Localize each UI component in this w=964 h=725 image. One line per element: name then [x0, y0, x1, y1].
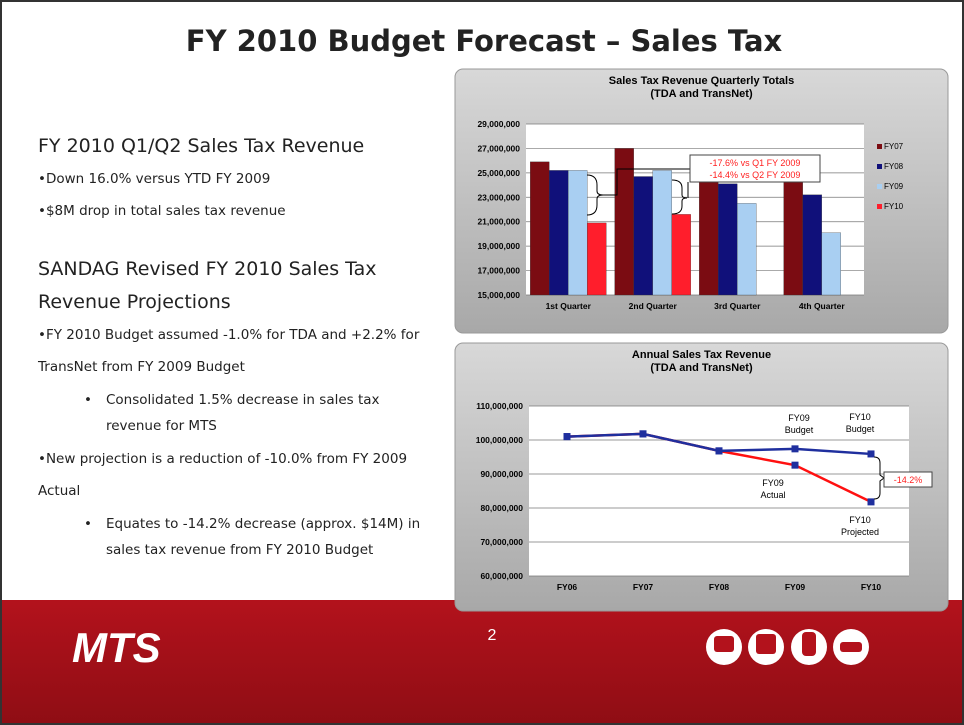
annotation: -14.2% — [894, 475, 923, 485]
chart-subtitle: (TDA and TransNet) — [650, 88, 753, 100]
bar — [699, 173, 719, 296]
chart-title: Annual Sales Tax Revenue — [632, 349, 771, 361]
legend-swatch — [877, 164, 882, 169]
annotation-box — [883, 471, 933, 488]
x-tick-label: 4th Quarter — [799, 301, 846, 311]
y-tick-label: 80,000,000 — [480, 503, 523, 513]
bar — [568, 170, 588, 296]
legend-swatch — [877, 144, 882, 149]
footer: MTS 2 — [2, 600, 962, 723]
x-tick-label: 1st Quarter — [546, 301, 592, 311]
x-tick-label: 2nd Quarter — [629, 301, 678, 311]
text-bullet: •Down 16.0% versus YTD FY 2009 — [38, 171, 271, 187]
bar — [633, 176, 653, 296]
legend-swatch — [877, 204, 882, 209]
legend-label: FY10 — [884, 202, 904, 211]
bar — [671, 214, 691, 296]
marker — [715, 447, 723, 455]
y-tick-label: 23,000,000 — [477, 192, 520, 202]
annotation: Projected — [841, 527, 879, 537]
annotation: FY09 — [762, 478, 784, 488]
slide-title: FY 2010 Budget Forecast – Sales Tax — [185, 24, 783, 58]
text-column: FY 2010 Q1/Q2 Sales Tax Revenue •Down 16.… — [38, 130, 430, 567]
bar — [549, 170, 569, 296]
bar — [783, 181, 803, 296]
logo: MTS — [72, 624, 161, 671]
y-tick-label: 19,000,000 — [477, 241, 520, 251]
x-tick-label: 3rd Quarter — [714, 301, 761, 311]
text-bullet: •FY 2010 Budget assumed -1.0% for TDA an… — [38, 327, 420, 375]
annotation: FY10 — [849, 412, 871, 422]
legend-label: FY09 — [884, 182, 904, 191]
x-tick-label: FY09 — [785, 582, 806, 592]
marker — [563, 433, 571, 441]
annotation: -17.6% vs Q1 FY 2009 — [710, 158, 801, 168]
annotation: Budget — [785, 425, 814, 435]
annotation-box — [689, 154, 821, 183]
text-heading2: SANDAG Revised FY 2010 Sales Tax Revenue… — [38, 258, 377, 313]
bar — [530, 161, 550, 296]
y-tick-label: 60,000,000 — [480, 571, 523, 581]
annotation: FY10 — [849, 515, 871, 525]
bar — [614, 148, 634, 296]
marker — [867, 498, 875, 506]
text-bullet: •New projection is a reduction of -10.0%… — [38, 451, 408, 499]
y-tick-label: 100,000,000 — [476, 435, 524, 445]
y-tick-label: 27,000,000 — [477, 143, 520, 153]
bar — [652, 170, 672, 296]
marker — [791, 445, 799, 453]
annotation: Budget — [846, 424, 875, 434]
text-sub: Equates to -14.2% decrease (approx. $14M… — [38, 511, 430, 563]
legend-label: FY08 — [884, 162, 904, 171]
x-tick-label: FY10 — [861, 582, 882, 592]
annotation: -14.4% vs Q2 FY 2009 — [710, 170, 801, 180]
bar — [587, 222, 607, 296]
y-tick-label: 70,000,000 — [480, 537, 523, 547]
chart-title: Sales Tax Revenue Quarterly Totals — [609, 75, 794, 87]
text-heading: FY 2010 Q1/Q2 Sales Tax Revenue — [38, 135, 365, 157]
page-number: 2 — [488, 627, 497, 644]
chart-subtitle: (TDA and TransNet) — [650, 362, 753, 374]
bracket — [586, 168, 690, 216]
bar — [802, 194, 822, 296]
text-sub: Consolidated 1.5% decrease in sales tax … — [38, 387, 430, 439]
annotation: FY09 — [788, 413, 810, 423]
y-tick-label: 90,000,000 — [480, 469, 523, 479]
bar — [821, 232, 841, 296]
y-tick-label: 25,000,000 — [477, 168, 520, 178]
x-tick-label: FY08 — [709, 582, 730, 592]
marker — [639, 430, 647, 438]
bar — [718, 183, 738, 296]
bracket — [671, 179, 689, 215]
footer-art: MTS 2 — [72, 624, 869, 671]
annotation: Actual — [760, 490, 785, 500]
y-tick-label: 21,000,000 — [477, 217, 520, 227]
legend-swatch — [877, 184, 882, 189]
text-bullet: •$8M drop in total sales tax revenue — [38, 203, 286, 219]
bar — [737, 203, 757, 296]
y-tick-label: 17,000,000 — [477, 266, 520, 276]
y-tick-label: 110,000,000 — [476, 401, 523, 411]
x-tick-label: FY07 — [633, 582, 654, 592]
legend-label: FY07 — [884, 142, 904, 151]
x-tick-label: FY06 — [557, 582, 578, 592]
y-tick-label: 15,000,000 — [477, 290, 520, 300]
marker — [867, 450, 875, 458]
y-tick-label: 29,000,000 — [477, 119, 520, 129]
marker — [791, 461, 799, 469]
